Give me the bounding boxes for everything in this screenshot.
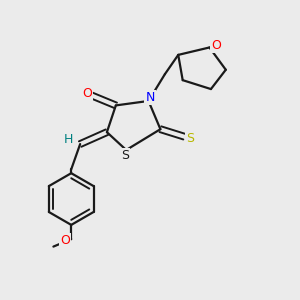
Text: S: S	[121, 149, 129, 162]
Text: H: H	[64, 133, 74, 146]
Text: O: O	[82, 87, 92, 100]
Text: O: O	[60, 234, 70, 247]
Text: N: N	[145, 91, 155, 104]
Text: O: O	[211, 39, 221, 52]
Text: S: S	[186, 132, 194, 145]
